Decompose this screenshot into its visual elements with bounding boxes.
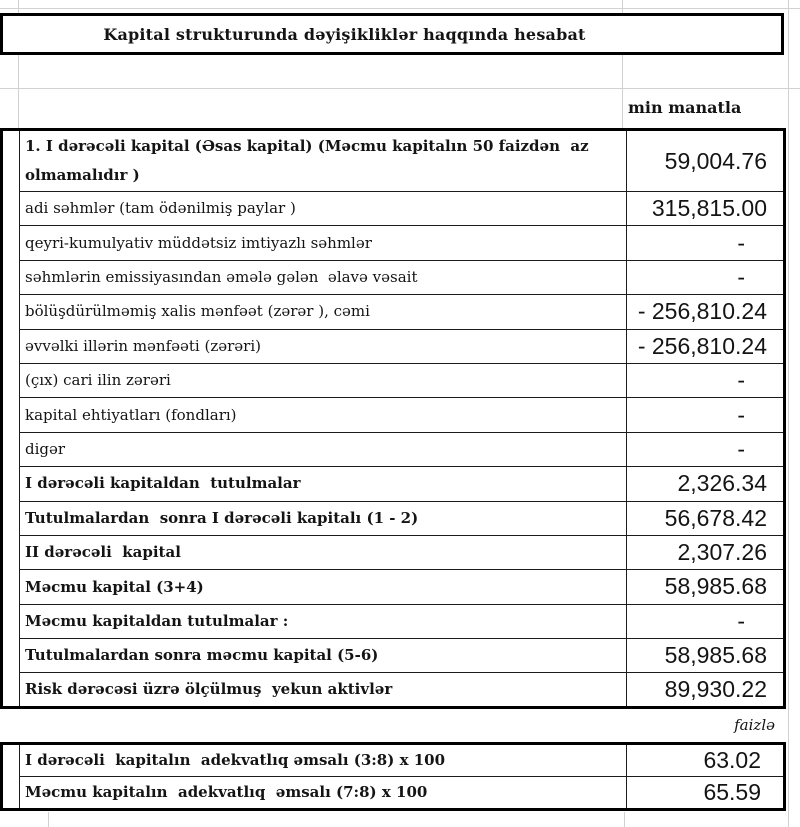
row-label: II dərəcəli kapital — [19, 534, 627, 571]
row-value: - 256,810.24 — [626, 294, 785, 330]
row-value: - — [626, 259, 785, 296]
row-value: 58,985.68 — [626, 638, 785, 674]
table-row: Risk dərəcəsi üzrə ölçülmuş yekun aktivl… — [2, 672, 785, 708]
row-value: - — [626, 225, 785, 261]
table-row: 1. I dərəcəli kapital (Əsas kapital) (Mə… — [1, 129, 785, 708]
gridline — [48, 812, 49, 827]
table-row: səhmlərin emissiyasından əmələ gələn əla… — [2, 259, 785, 296]
table-row: qeyri-kumulyativ müddətsiz imtiyazlı səh… — [2, 225, 785, 261]
table-row: adi səhmlər (tam ödənilmiş paylar ) 315,8… — [2, 190, 785, 227]
row-label: Məcmu kapitaldan tutulmalar : — [19, 603, 627, 640]
adequacy-ratio-table: I dərəcəli kapitalın adekvatlıq əmsalı (… — [0, 742, 786, 811]
row-value: - — [626, 603, 785, 640]
row-label: səhmlərin emissiyasından əmələ gələn əla… — [19, 259, 627, 296]
row-label: I dərəcəli kapitalın adekvatlıq əmsalı (… — [19, 743, 627, 777]
table-row: Məcmu kapital (3+4) 58,985.68 — [2, 569, 785, 605]
table-row: (çıx) cari ilin zərəri - — [2, 362, 785, 399]
table-row: I dərəcəli kapitalın adekvatlıq əmsalı (… — [1, 743, 785, 810]
row-label: Məcmu kapital (3+4) — [19, 569, 627, 605]
row-label: 1. I dərəcəli kapital (Əsas kapital) (Mə… — [19, 129, 627, 192]
gridline — [0, 88, 800, 89]
capital-structure-table: 1. I dərəcəli kapital (Əsas kapital) (Mə… — [0, 128, 786, 709]
table-row: digər - — [2, 431, 785, 468]
row-value: 63.02 — [626, 743, 785, 777]
row-value: 2,326.34 — [626, 466, 785, 502]
row-value: - — [626, 362, 785, 399]
report-title-box: Kapital strukturunda dəyişikliklər haqqı… — [0, 13, 784, 55]
report-title: Kapital strukturunda dəyişikliklər haqqı… — [103, 24, 586, 44]
table-row: II dərəcəli kapital 2,307.26 — [2, 534, 785, 571]
row-label: Tutulmalardan sonra I dərəcəli kapitalı … — [19, 500, 627, 536]
row-label: əvvəlki illərin mənfəəti (zərəri) — [19, 328, 627, 364]
row-value: - — [626, 397, 785, 433]
row-label: (çıx) cari ilin zərəri — [19, 362, 627, 399]
gridline — [18, 0, 19, 128]
table-row: Məcmu kapitaldan tutulmalar :- — [2, 603, 785, 640]
row-value: 59,004.76 — [626, 129, 785, 192]
row-value: - — [626, 431, 785, 468]
gridline — [788, 0, 789, 827]
row-value: 56,678.42 — [626, 500, 785, 536]
row-value: 2,307.26 — [626, 534, 785, 571]
row-label: Risk dərəcəsi üzrə ölçülmuş yekun aktivl… — [19, 672, 627, 708]
table-row: Tutulmalardan sonra məcmu kapital (5-6) 5… — [2, 638, 785, 674]
gridline — [622, 0, 623, 128]
row-value: 315,815.00 — [626, 190, 785, 227]
table-row: kapital ehtiyatları (fondları) - — [2, 397, 785, 433]
row-label: Tutulmalardan sonra məcmu kapital (5-6) — [19, 638, 627, 674]
table-row: bölüşdürülməmiş xalis mənfəət (zərər ), … — [2, 294, 785, 330]
spacer-cell — [1, 129, 20, 708]
row-value: - 256,810.24 — [626, 328, 785, 364]
percent-unit-label: faizlə — [734, 716, 775, 734]
row-value: 65.59 — [626, 776, 785, 810]
table-row: əvvəlki illərin mənfəəti (zərəri) - 256,8… — [2, 328, 785, 364]
table-row: I dərəcəli kapitaldan tutulmalar 2,326.34 — [2, 466, 785, 502]
gridline — [624, 812, 625, 827]
row-label: Məcmu kapitalın adekvatlıq əmsalı (7:8) … — [19, 776, 627, 810]
table-row: Məcmu kapitalın adekvatlıq əmsalı (7:8) … — [2, 776, 785, 810]
row-label: digər — [19, 431, 627, 468]
row-value: 58,985.68 — [626, 569, 785, 605]
row-label: kapital ehtiyatları (fondları) — [19, 397, 627, 433]
unit-label: min manatla — [628, 98, 742, 117]
spacer-cell — [1, 743, 20, 810]
row-label: bölüşdürülməmiş xalis mənfəət (zərər ), … — [19, 294, 627, 330]
row-value: 89,930.22 — [626, 672, 785, 708]
row-label: adi səhmlər (tam ödənilmiş paylar ) — [19, 190, 627, 227]
row-label: qeyri-kumulyativ müddətsiz imtiyazlı səh… — [19, 225, 627, 261]
table-row: Tutulmalardan sonra I dərəcəli kapitalı … — [2, 500, 785, 536]
gridline — [0, 8, 800, 9]
row-label: I dərəcəli kapitaldan tutulmalar — [19, 466, 627, 502]
